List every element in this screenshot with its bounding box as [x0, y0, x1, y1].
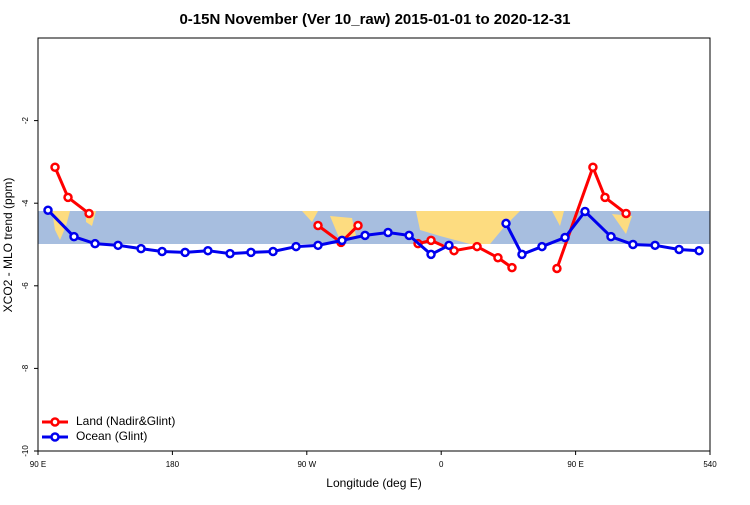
- point: [353, 220, 363, 231]
- point: [90, 238, 100, 249]
- land: [612, 214, 632, 234]
- point: [674, 244, 684, 255]
- point: [449, 245, 459, 256]
- point: [268, 246, 278, 257]
- point: [501, 218, 511, 229]
- plot-frame: [37, 37, 711, 452]
- point: [507, 262, 517, 273]
- point: [157, 246, 167, 257]
- point: [360, 230, 370, 241]
- point: [560, 232, 570, 243]
- point: [426, 235, 436, 246]
- map-band: [38, 211, 710, 244]
- point: [694, 245, 704, 256]
- point: [628, 239, 638, 250]
- point: [246, 247, 256, 258]
- point: [291, 241, 301, 252]
- point: [313, 220, 323, 231]
- ocean-band: [38, 211, 710, 244]
- point: [600, 192, 610, 203]
- point: [63, 192, 73, 203]
- legend-marker: [50, 417, 60, 427]
- y-tick-label: -6: [21, 282, 30, 290]
- point: [426, 249, 436, 260]
- point: [313, 240, 323, 251]
- point: [84, 208, 94, 219]
- point: [69, 231, 79, 242]
- point: [225, 248, 235, 259]
- point: [517, 249, 527, 260]
- point: [588, 162, 598, 173]
- x-tick-label: 540: [703, 460, 717, 469]
- legend-label: Ocean (Glint): [76, 429, 147, 443]
- point: [180, 247, 190, 258]
- point: [537, 241, 547, 252]
- point: [404, 230, 414, 241]
- land: [552, 211, 564, 226]
- x-tick-label: 90 E: [30, 460, 46, 469]
- point: [113, 240, 123, 251]
- x-tick-label: 90 W: [297, 460, 316, 469]
- land: [416, 211, 520, 244]
- x-tick-label: 90 E: [567, 460, 583, 469]
- chart-title: 0-15N November (Ver 10_raw) 2015-01-01 t…: [179, 11, 570, 28]
- y-tick-label: -8: [21, 364, 30, 372]
- y-tick-label: -2: [21, 116, 30, 124]
- point: [50, 162, 60, 173]
- point: [621, 208, 631, 219]
- land: [302, 211, 318, 222]
- point: [552, 263, 562, 274]
- point: [43, 205, 53, 215]
- legend-marker: [50, 432, 60, 442]
- point: [650, 240, 660, 251]
- point: [493, 252, 503, 263]
- point: [383, 227, 393, 238]
- point: [580, 206, 590, 217]
- x-tick-label: 180: [166, 460, 180, 469]
- y-tick-label: -4: [21, 199, 30, 207]
- y-axis-title: XCO2 - MLO trend (ppm): [1, 178, 15, 313]
- point: [337, 235, 347, 246]
- point: [136, 243, 146, 254]
- y-tick-label: -10: [21, 445, 30, 457]
- x-axis-title: Longitude (deg E): [326, 476, 421, 490]
- point: [203, 245, 213, 256]
- point: [472, 241, 482, 252]
- point: [606, 231, 616, 242]
- x-tick-label: 0: [439, 460, 444, 469]
- point: [444, 240, 454, 251]
- legend-label: Land (Nadir&Glint): [76, 414, 175, 428]
